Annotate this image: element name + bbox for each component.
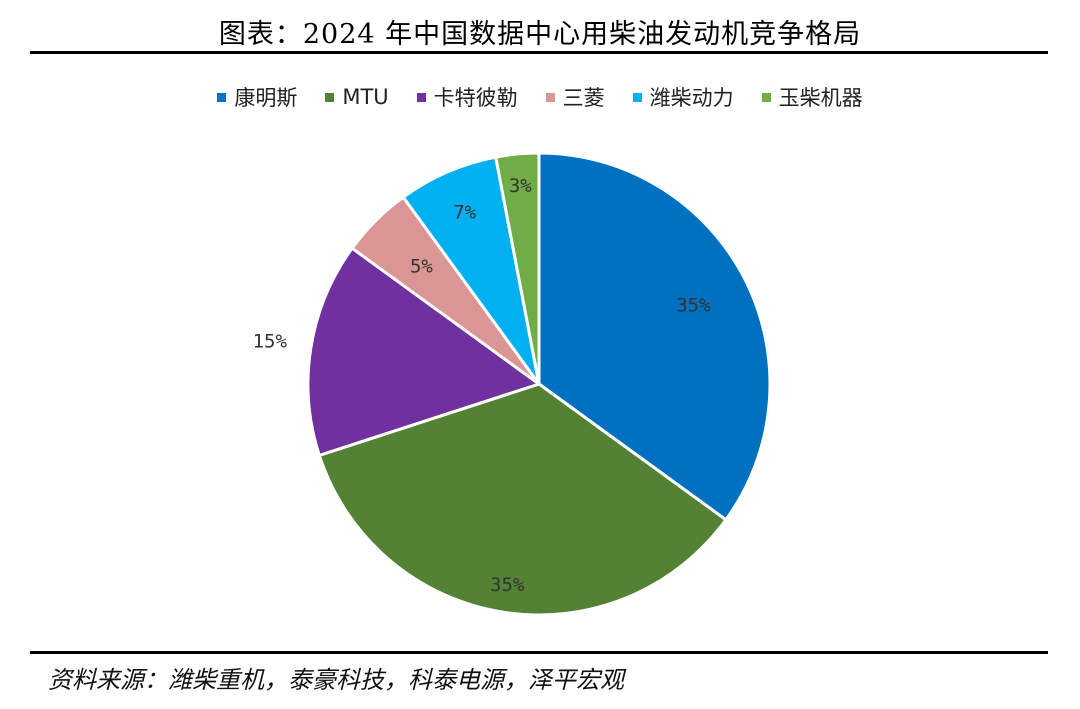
legend-label: MTU [342, 85, 389, 109]
legend-swatch [761, 92, 771, 102]
legend-swatch [632, 92, 642, 102]
legend-swatch [416, 92, 426, 102]
pie-slice [537, 151, 772, 522]
legend-label: 康明斯 [234, 86, 298, 110]
legend-label: 卡特彼勒 [433, 86, 518, 110]
legend-label: 潍柴动力 [649, 86, 734, 110]
legend-label: 玉柴机器 [778, 86, 863, 110]
slice-data-label: 35% [490, 574, 525, 596]
legend-item: 三菱 [545, 82, 605, 112]
bottom-rule [30, 651, 1048, 654]
slice-data-label: 15% [253, 330, 288, 352]
legend-item: 康明斯 [217, 82, 297, 112]
legend-swatch [325, 92, 335, 102]
legend-swatch [217, 92, 227, 102]
legend-item: 潍柴动力 [632, 82, 734, 112]
slice-data-label: 5% [410, 255, 433, 277]
legend-item: 玉柴机器 [761, 82, 863, 112]
source-note: 资料来源：潍柴重机，泰豪科技，科泰电源，泽平宏观 [48, 666, 624, 694]
slice-data-label: 7% [453, 201, 476, 223]
top-rule [30, 51, 1048, 54]
slice-data-label: 3% [509, 175, 532, 197]
pie-slice [306, 246, 543, 458]
legend-swatch [545, 92, 555, 102]
legend-label: 三菱 [562, 86, 605, 110]
chart-title: 图表：2024 年中国数据中心用柴油发动机竞争格局 [218, 19, 862, 50]
chart-legend: 康明斯 MTU 卡特彼勒 三菱 潍柴动力 玉柴机器 [0, 82, 1080, 112]
pie-slice [317, 382, 728, 617]
legend-item: MTU [325, 85, 389, 109]
pie-slice [493, 151, 541, 385]
legend-item: 卡特彼勒 [416, 82, 518, 112]
slice-data-label: 35% [676, 294, 711, 316]
